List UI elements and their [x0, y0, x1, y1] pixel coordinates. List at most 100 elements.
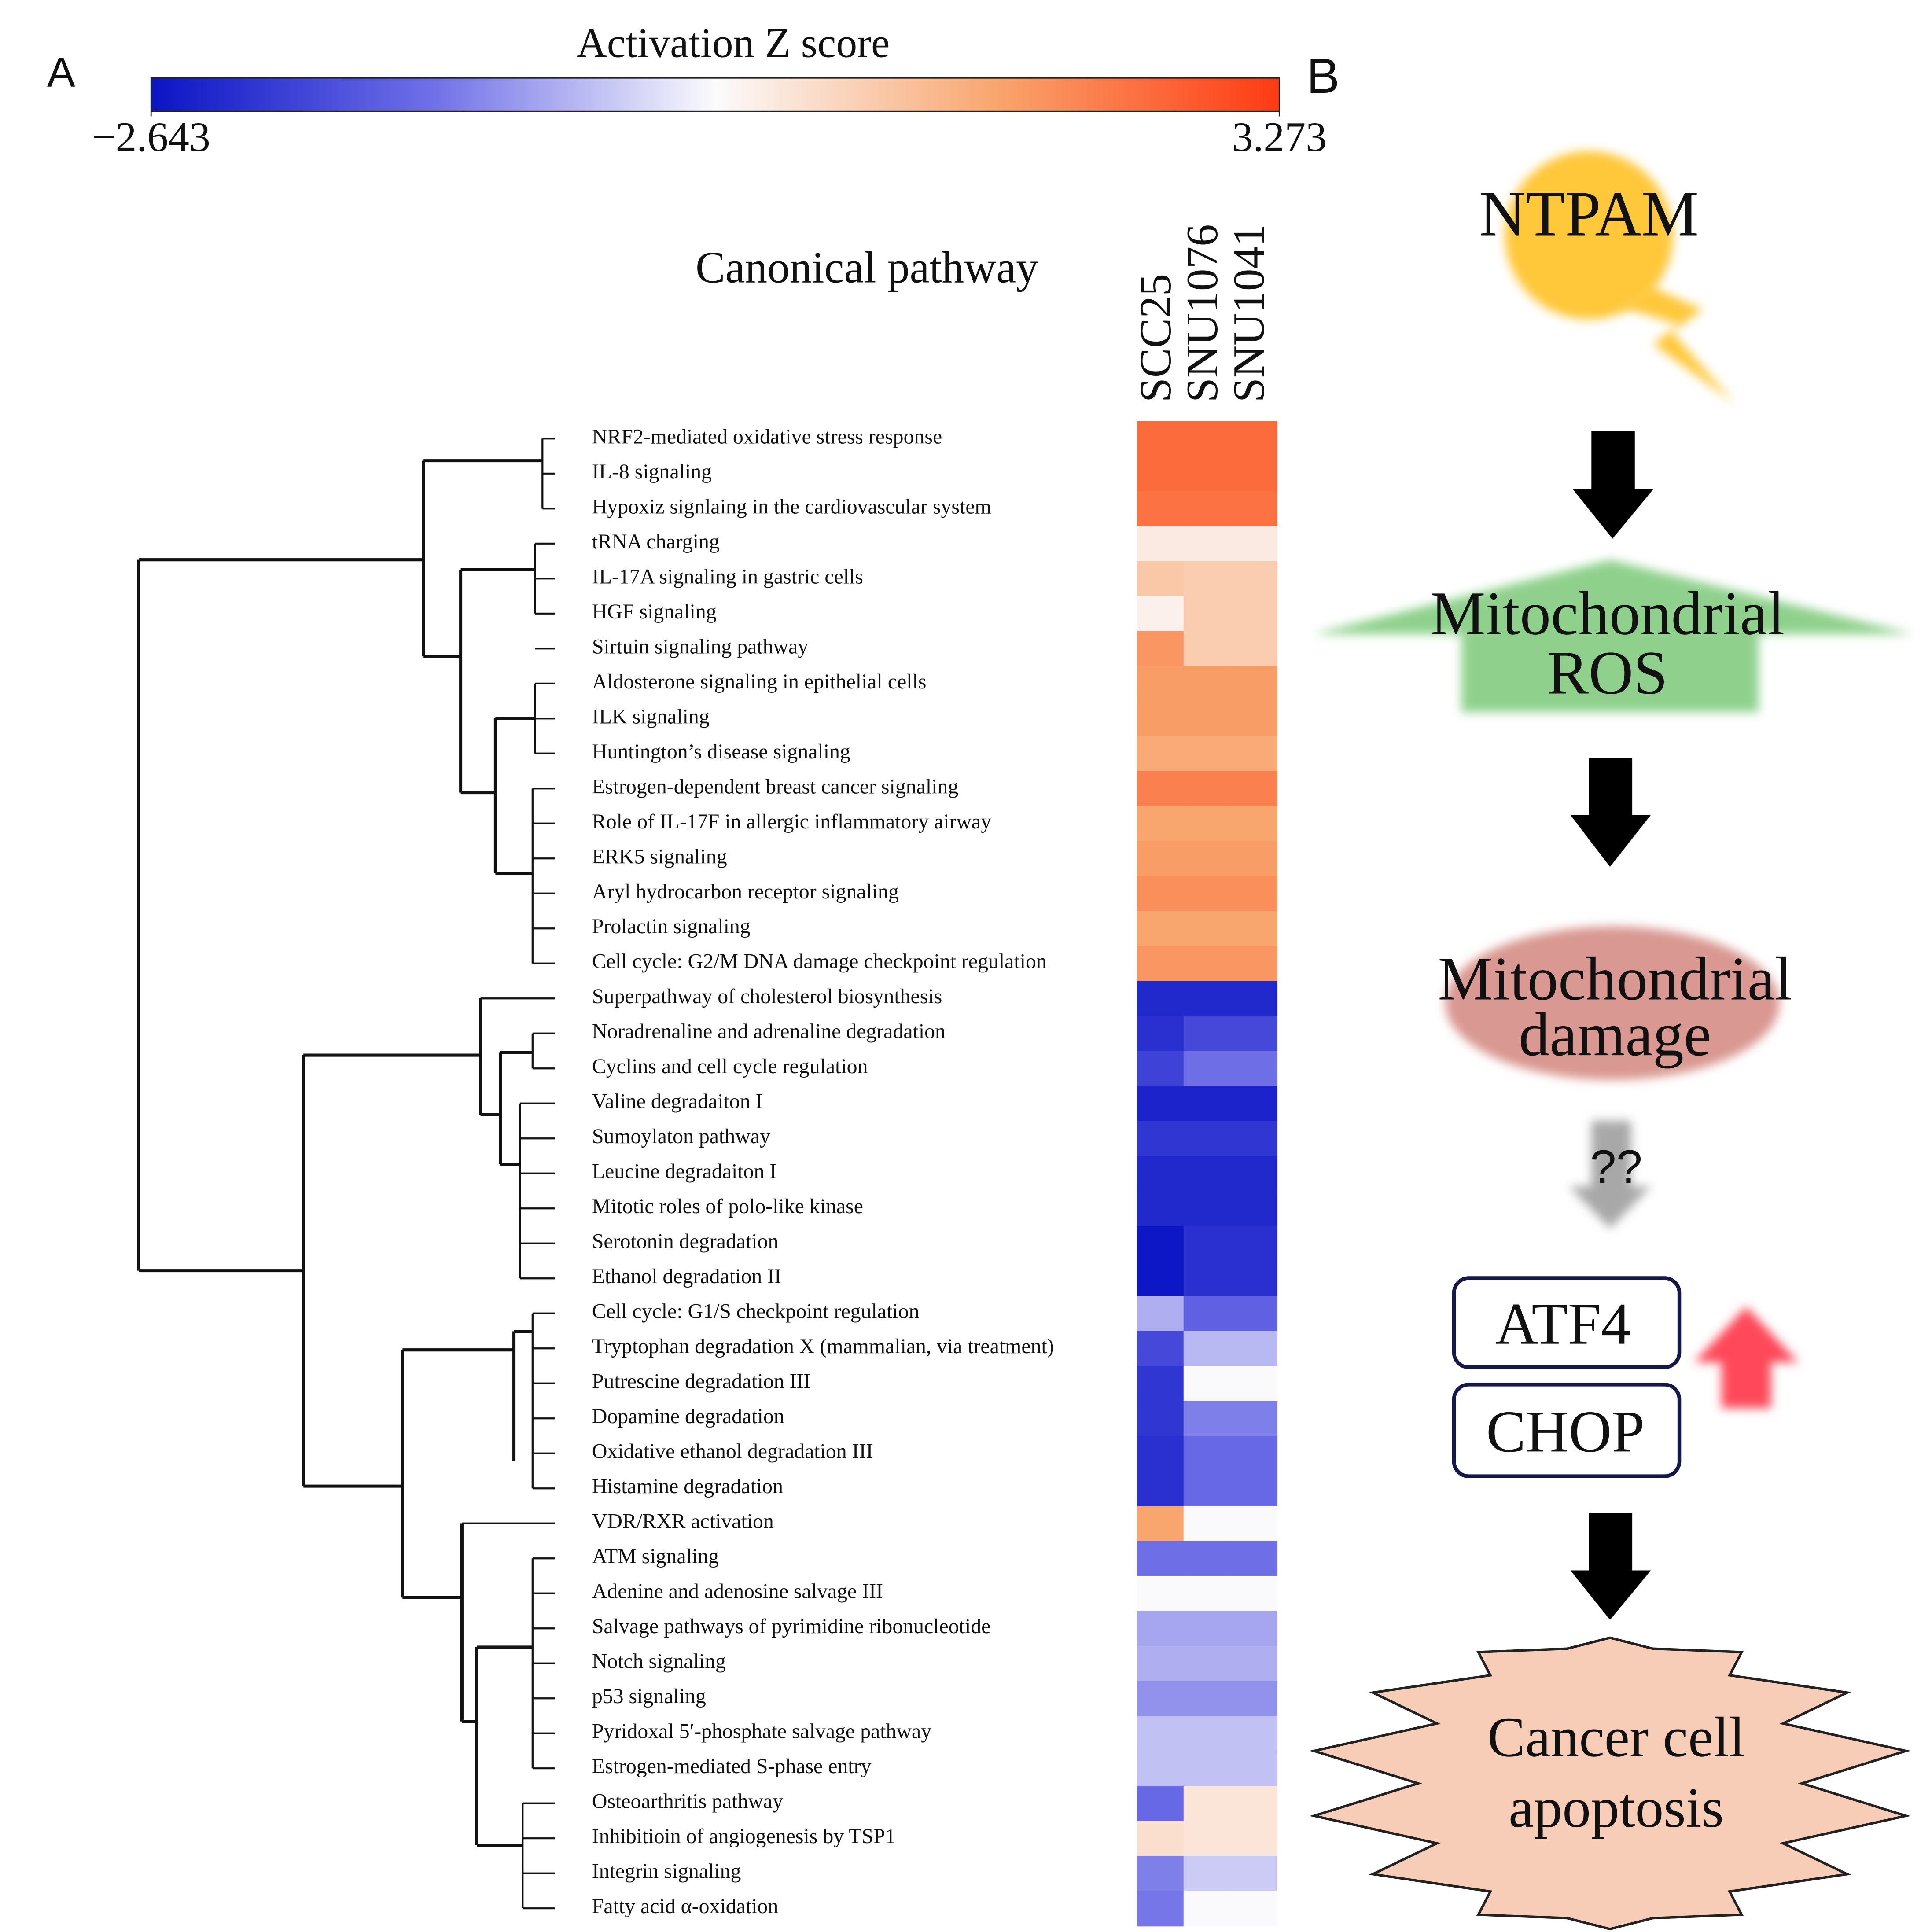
row-label: Mitotic roles of polo-like kinase — [592, 1195, 863, 1218]
row-label: Estrogen-mediated S-phase entry — [592, 1755, 872, 1778]
heatmap-cell — [1183, 526, 1231, 562]
row-label: Dopamine degradation — [592, 1405, 784, 1428]
row-label: Aryl hydrocarbon receptor signaling — [592, 880, 899, 903]
heatmap-cell — [1230, 1645, 1278, 1682]
column-label: SNU1041 — [1224, 224, 1273, 402]
heatmap-cell — [1137, 1471, 1185, 1507]
row-label: ATM signaling — [592, 1545, 719, 1568]
heatmap-cell — [1230, 1016, 1278, 1052]
heatmap-cell — [1137, 526, 1185, 562]
heatmap-cell — [1183, 946, 1231, 982]
row-label: p53 signaling — [592, 1685, 706, 1708]
heatmap-cell — [1183, 1365, 1231, 1402]
heatmap-cell — [1183, 1016, 1231, 1052]
ros-arrow — [1313, 559, 1914, 712]
heatmap-cell — [1230, 1751, 1278, 1787]
heatmap-cell — [1137, 1541, 1185, 1577]
heatmap-cell — [1137, 421, 1185, 457]
heatmap-cell — [1183, 1156, 1231, 1192]
heatmap-cell — [1230, 1785, 1278, 1822]
heatmap-cell — [1137, 1505, 1185, 1542]
row-label: Integrin signaling — [592, 1860, 741, 1883]
diagram: NTPAM Mitochondrial ROS Mitochondrial da… — [1309, 151, 1914, 1931]
panel-label: B — [1306, 48, 1340, 103]
heatmap-cell — [1230, 561, 1278, 597]
marker-label: CHOP — [1486, 1399, 1645, 1465]
heatmap-cell — [1183, 701, 1231, 737]
heatmap-cell — [1183, 1051, 1231, 1087]
row-label: Tryptophan degradation X (mammalian, via… — [592, 1335, 1054, 1358]
heatmap-cell — [1137, 1715, 1185, 1752]
heatmap-cell — [1183, 421, 1231, 457]
row-label: Inhibitioin of angiogenesis by TSP1 — [592, 1825, 896, 1848]
row-label: Superpathway of cholesterol biosynthesis — [592, 985, 942, 1008]
marker-label: ATF4 — [1495, 1292, 1631, 1357]
heatmap-cell — [1230, 701, 1278, 737]
row-label: VDR/RXR activation — [592, 1510, 774, 1533]
heatmap-cell — [1137, 1611, 1185, 1647]
heatmap-cell — [1230, 1471, 1278, 1507]
heatmap-cell — [1137, 1156, 1185, 1192]
heatmap-cell — [1230, 1295, 1278, 1332]
heatmap-cell — [1183, 1541, 1231, 1577]
mitochondrion — [1445, 926, 1780, 1080]
row-label: Role of IL-17F in allergic inflammatory … — [592, 810, 991, 833]
heatmap-cell — [1230, 1855, 1278, 1892]
arrow — [1570, 758, 1651, 867]
heatmap-cell — [1183, 981, 1231, 1017]
row-label: IL-17A signaling in gastric cells — [592, 565, 863, 588]
heatmap-cell — [1230, 1156, 1278, 1192]
heatmap-cell — [1137, 841, 1185, 877]
heatmap-cell — [1137, 1401, 1185, 1437]
damage-label: Mitochondrial — [1438, 945, 1792, 1013]
heatmap-cell — [1183, 561, 1231, 597]
heatmap-cell — [1230, 421, 1278, 457]
heatmap-cell — [1183, 1261, 1231, 1297]
row-label: Sumoylaton pathway — [592, 1125, 770, 1148]
heatmap-cell — [1230, 526, 1278, 562]
heatmap-cell — [1230, 1365, 1278, 1402]
row-label: Pyridoxal 5′-phosphate salvage pathway — [592, 1720, 931, 1743]
heatmap-cell — [1137, 1681, 1185, 1717]
row-label: Notch signaling — [592, 1650, 726, 1673]
row-label: Huntington’s disease signaling — [592, 740, 850, 763]
heatmap-cell — [1230, 736, 1278, 772]
heatmap-cell — [1183, 1855, 1231, 1892]
heatmap-cell — [1230, 1891, 1278, 1927]
unknown-label: ?? — [1590, 1140, 1642, 1193]
heatmap-cell — [1230, 1575, 1278, 1612]
arrow — [1573, 431, 1653, 539]
heatmap-cell — [1183, 771, 1231, 807]
row-label: ERK5 signaling — [592, 845, 727, 868]
row-label: Histamine degradation — [592, 1475, 783, 1498]
heatmap-cell — [1183, 1295, 1231, 1332]
heatmap-cell — [1183, 631, 1231, 667]
heatmap-cell — [1230, 491, 1278, 527]
heatmap-cell — [1183, 806, 1231, 842]
heatmap-cell — [1137, 1225, 1185, 1262]
heatmap-cell — [1183, 1751, 1231, 1787]
dendrogram — [137, 459, 543, 1847]
heatmap-cell — [1183, 1785, 1231, 1822]
ros-label: Mitochondrial — [1431, 579, 1785, 648]
row-label: tRNA charging — [592, 530, 720, 553]
row-label: IL-8 signaling — [592, 460, 712, 483]
heatmap-cell — [1183, 1681, 1231, 1717]
heatmap-cell — [1230, 1191, 1278, 1227]
row-label: Leucine degradaiton I — [592, 1160, 776, 1183]
heatmap-cell — [1183, 1401, 1231, 1437]
heatmap-cell — [1183, 1575, 1231, 1612]
heatmap-cell — [1137, 1261, 1185, 1297]
heatmap-cell — [1137, 1575, 1185, 1612]
heatmap-cell — [1230, 1611, 1278, 1647]
heatmap-cell — [1137, 1295, 1185, 1332]
heatmap-cell — [1137, 911, 1185, 947]
heatmap-cell — [1137, 876, 1185, 912]
up-arrow — [1694, 1306, 1799, 1408]
heatmap-cell — [1137, 1751, 1185, 1787]
heatmap-cell — [1230, 1821, 1278, 1857]
heatmap-cell — [1230, 1051, 1278, 1087]
colorbar — [150, 77, 1280, 112]
row-label: HGF signaling — [592, 600, 717, 623]
